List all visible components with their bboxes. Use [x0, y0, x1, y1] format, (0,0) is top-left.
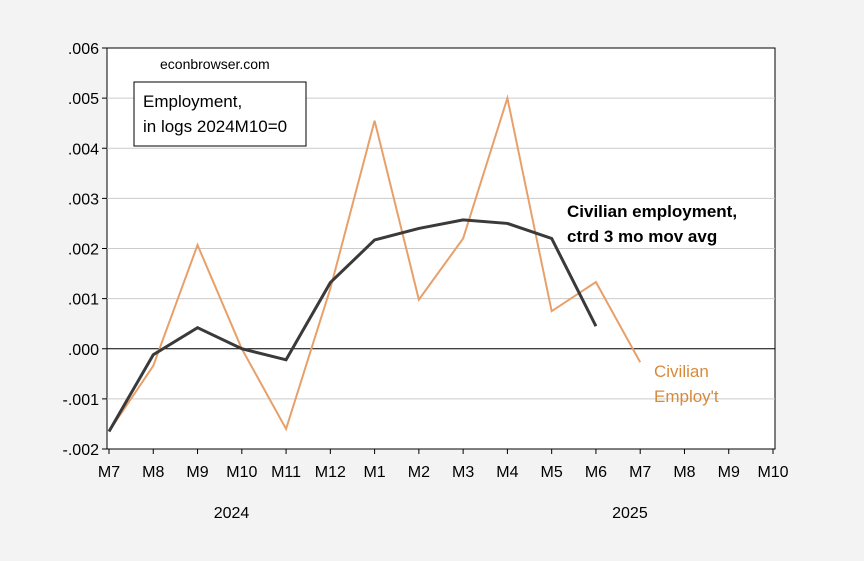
x-tick-label: M4: [496, 464, 518, 481]
x-tick-label: M5: [541, 464, 563, 481]
x-tick-label: M9: [718, 464, 740, 481]
x-tick-label: M10: [226, 464, 257, 481]
x-tick-label: M2: [408, 464, 430, 481]
x-tick-label: M7: [629, 464, 651, 481]
y-tick-label: .006: [68, 41, 99, 58]
legend-text: Employment,: [143, 92, 242, 111]
y-tick-label: -.001: [63, 392, 100, 409]
y-tick-label: .003: [68, 191, 99, 208]
x-tick-label: M6: [585, 464, 607, 481]
y-tick-label: .005: [68, 91, 99, 108]
y-tick-label: .004: [68, 141, 99, 158]
series-label-civilian: Employ't: [654, 387, 719, 406]
watermark: econbrowser.com: [160, 56, 270, 72]
x-tick-label: M8: [673, 464, 695, 481]
y-tick-label: -.002: [63, 442, 100, 459]
x-tick-label: M7: [98, 464, 120, 481]
series-label-mov-avg: Civilian employment,: [567, 202, 737, 221]
x-tick-label: M10: [757, 464, 788, 481]
x-tick-label: M1: [363, 464, 385, 481]
y-tick-label: .000: [68, 342, 99, 359]
series-line: [108, 94, 642, 433]
x-tick-label: M9: [186, 464, 208, 481]
x-tick-label: M12: [315, 464, 346, 481]
year-label: 2025: [612, 505, 648, 522]
series-label-civilian: Civilian: [654, 362, 709, 381]
series-label-mov-avg: ctrd 3 mo mov avg: [567, 227, 717, 246]
y-tick-label: .001: [68, 292, 99, 309]
y-tick-label: .002: [68, 242, 99, 259]
year-label: 2024: [214, 505, 250, 522]
series-line: [107, 218, 598, 433]
x-tick-label: M3: [452, 464, 474, 481]
x-tick-label: M11: [271, 464, 301, 481]
legend-box: [133, 81, 307, 147]
legend-text: in logs 2024M10=0: [143, 117, 287, 136]
x-tick-label: M8: [142, 464, 164, 481]
